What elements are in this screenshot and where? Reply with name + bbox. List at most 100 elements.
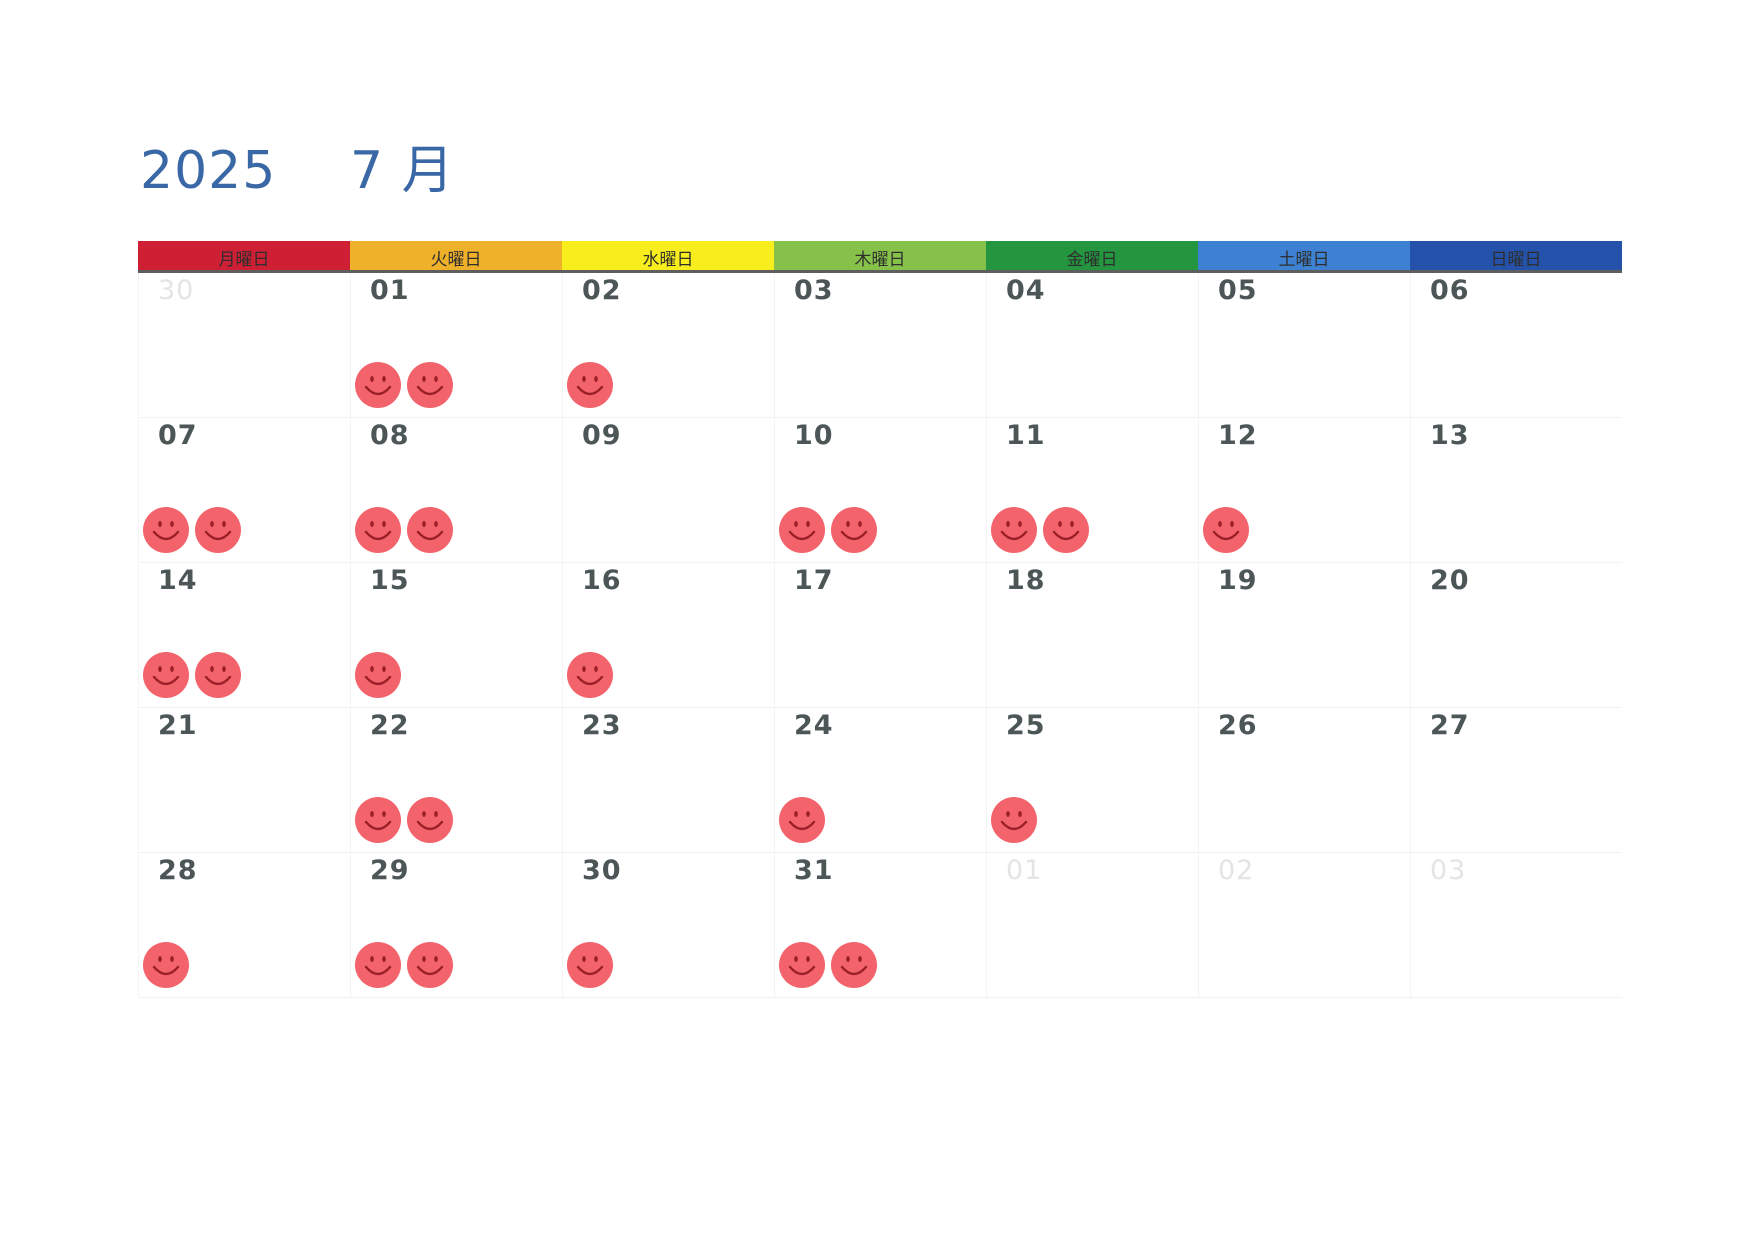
date-number: 16 (582, 565, 622, 596)
calendar-title: 2025 7 月 (140, 128, 455, 203)
sticker-group (142, 506, 242, 554)
sticker-group (990, 506, 1090, 554)
smiley-face-icon (143, 507, 189, 553)
date-number: 31 (794, 855, 834, 886)
smiley-face-icon (355, 942, 401, 988)
day-cell: 29 (350, 853, 562, 998)
date-number: 30 (158, 275, 195, 306)
sticker-group (142, 651, 242, 699)
date-number: 24 (794, 710, 834, 741)
day-cell: 06 (1410, 273, 1622, 418)
date-number: 21 (158, 710, 198, 741)
smiley-face-icon (195, 652, 241, 698)
smiley-face-icon (143, 652, 189, 698)
date-number: 20 (1430, 565, 1470, 596)
day-cell: 24 (774, 708, 986, 853)
sticker-group (354, 506, 454, 554)
date-number: 07 (158, 420, 198, 451)
weekday-header-bar: 月曜日 火曜日 水曜日 木曜日 金曜日 土曜日 日曜日 (138, 241, 1622, 273)
day-cell: 10 (774, 418, 986, 563)
date-number: 19 (1218, 565, 1258, 596)
smiley-face-icon (567, 942, 613, 988)
smiley-face-icon (355, 652, 401, 698)
day-cell: 20 (1410, 563, 1622, 708)
smiley-face-icon (779, 942, 825, 988)
date-number: 08 (370, 420, 410, 451)
date-number: 12 (1218, 420, 1258, 451)
smiley-face-icon (195, 507, 241, 553)
date-number: 13 (1430, 420, 1470, 451)
smiley-face-icon (567, 362, 613, 408)
smiley-face-icon (143, 942, 189, 988)
day-cell: 19 (1198, 563, 1410, 708)
date-number: 25 (1006, 710, 1046, 741)
calendar-year: 2025 (140, 141, 277, 201)
date-number: 01 (1006, 855, 1043, 886)
smiley-face-icon (991, 797, 1037, 843)
day-cell: 07 (138, 418, 350, 563)
calendar-month: 7 月 (350, 141, 455, 201)
sticker-group (354, 361, 454, 409)
date-number: 17 (794, 565, 834, 596)
smiley-face-icon (407, 797, 453, 843)
date-number: 11 (1006, 420, 1046, 451)
day-cell: 02 (1198, 853, 1410, 998)
date-number: 15 (370, 565, 410, 596)
date-number: 03 (794, 275, 834, 306)
smiley-face-icon (831, 942, 877, 988)
sticker-group (778, 796, 826, 844)
date-number: 09 (582, 420, 622, 451)
day-cell: 01 (986, 853, 1198, 998)
date-number: 14 (158, 565, 198, 596)
weekday-sunday: 日曜日 (1410, 241, 1622, 270)
weekday-monday: 月曜日 (138, 241, 350, 270)
day-cell: 30 (562, 853, 774, 998)
weekday-wednesday: 水曜日 (562, 241, 774, 270)
date-number: 29 (370, 855, 410, 886)
smiley-face-icon (407, 507, 453, 553)
smiley-face-icon (407, 942, 453, 988)
smiley-face-icon (1043, 507, 1089, 553)
day-cell: 28 (138, 853, 350, 998)
date-number: 02 (582, 275, 622, 306)
day-cell: 18 (986, 563, 1198, 708)
day-cell: 23 (562, 708, 774, 853)
date-number: 05 (1218, 275, 1258, 306)
day-cell: 02 (562, 273, 774, 418)
sticker-group (566, 361, 614, 409)
smiley-face-icon (407, 362, 453, 408)
weekday-thursday: 木曜日 (774, 241, 986, 270)
smiley-face-icon (779, 797, 825, 843)
day-cell: 11 (986, 418, 1198, 563)
smiley-face-icon (831, 507, 877, 553)
day-cell: 30 (138, 273, 350, 418)
smiley-face-icon (355, 362, 401, 408)
day-cell: 27 (1410, 708, 1622, 853)
day-cell: 25 (986, 708, 1198, 853)
day-cell: 04 (986, 273, 1198, 418)
sticker-group (354, 941, 454, 989)
day-cell: 03 (1410, 853, 1622, 998)
day-cell: 14 (138, 563, 350, 708)
sticker-group (778, 506, 878, 554)
date-number: 22 (370, 710, 410, 741)
weekday-saturday: 土曜日 (1198, 241, 1410, 270)
weekday-tuesday: 火曜日 (350, 241, 562, 270)
sticker-group (354, 651, 402, 699)
smiley-face-icon (567, 652, 613, 698)
date-number: 26 (1218, 710, 1258, 741)
date-number: 01 (370, 275, 410, 306)
weekday-friday: 金曜日 (986, 241, 1198, 270)
date-number: 10 (794, 420, 834, 451)
day-cell: 03 (774, 273, 986, 418)
smiley-face-icon (355, 797, 401, 843)
date-number: 18 (1006, 565, 1046, 596)
sticker-group (566, 941, 614, 989)
date-number: 06 (1430, 275, 1470, 306)
day-cell: 01 (350, 273, 562, 418)
day-cell: 21 (138, 708, 350, 853)
sticker-group (354, 796, 454, 844)
day-cell: 09 (562, 418, 774, 563)
smiley-face-icon (1203, 507, 1249, 553)
day-cell: 15 (350, 563, 562, 708)
